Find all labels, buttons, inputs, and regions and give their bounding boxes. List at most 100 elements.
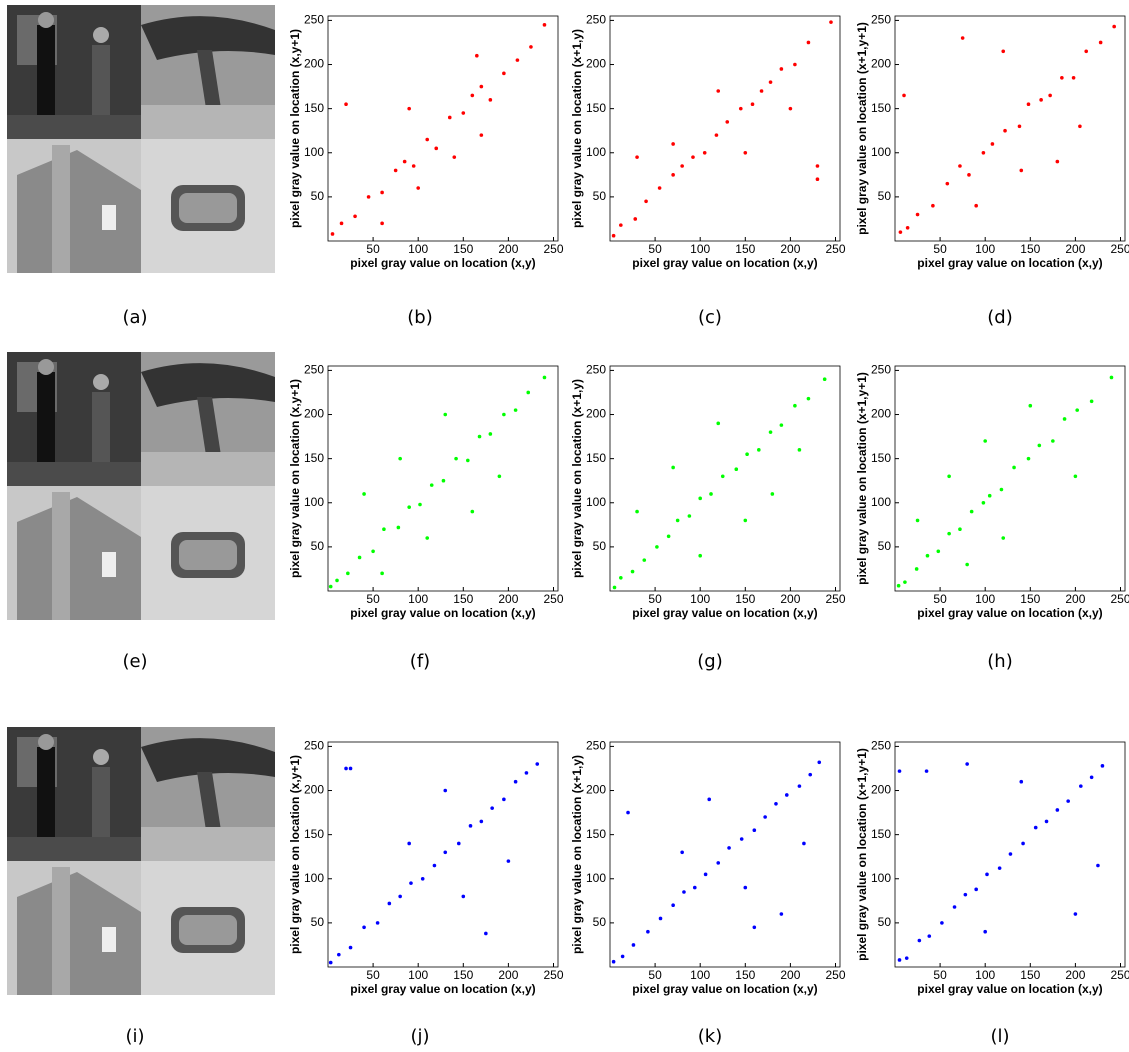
x-axis-label: pixel gray value on location (x,y) [632, 256, 817, 270]
point [829, 20, 833, 24]
x-tick-label: 100 [975, 242, 995, 256]
y-axis-label: pixel gray value on location (x,y+1) [288, 29, 302, 228]
point [963, 892, 968, 897]
point [502, 412, 506, 417]
y-tick-label: 50 [311, 539, 325, 553]
x-tick-label: 200 [498, 592, 518, 606]
point [411, 164, 416, 168]
y-tick-label: 100 [871, 145, 891, 159]
point [947, 474, 951, 479]
x-axis-label: pixel gray value on location (x,y) [350, 982, 535, 996]
x-tick-label: 200 [780, 242, 800, 256]
point [958, 164, 962, 168]
y-tick-label: 200 [871, 57, 891, 71]
x-tick-label: 250 [543, 592, 563, 606]
y-tick-label: 100 [586, 495, 606, 509]
y-axis-label: pixel gray value on location (x+1,y+1) [855, 22, 869, 235]
point [452, 155, 457, 159]
point [357, 555, 362, 560]
plot-area [327, 15, 559, 242]
point [344, 766, 348, 771]
point [698, 496, 702, 501]
point [529, 45, 533, 49]
x-tick-label: 150 [1020, 968, 1040, 982]
point [337, 952, 341, 957]
point [997, 866, 1002, 870]
point [768, 430, 773, 434]
point [362, 925, 366, 930]
point [671, 173, 675, 177]
panel-label: (b) [407, 307, 432, 328]
point [770, 492, 775, 496]
point [631, 943, 636, 947]
point [1078, 124, 1082, 129]
point [1026, 102, 1031, 107]
point [502, 797, 506, 802]
point [917, 938, 922, 943]
x-tick-label: 250 [1110, 242, 1129, 256]
point [1073, 474, 1078, 479]
y-tick-label: 50 [593, 915, 607, 929]
y-tick-label: 250 [871, 363, 891, 377]
y-tick-label: 100 [586, 145, 606, 159]
y-tick-label: 250 [304, 363, 324, 377]
point [535, 762, 540, 766]
point [927, 934, 932, 938]
point [779, 912, 784, 916]
point [759, 89, 764, 93]
point [477, 434, 482, 439]
point [974, 887, 978, 892]
point [817, 760, 822, 765]
x-tick-label: 250 [1110, 968, 1129, 982]
point [407, 106, 411, 111]
x-axis-label: pixel gray value on location (x,y) [350, 256, 535, 270]
y-tick-label: 50 [593, 539, 607, 553]
panel-label: (h) [987, 651, 1012, 672]
point [1060, 75, 1064, 80]
point [1037, 443, 1042, 448]
point [784, 793, 789, 797]
point [802, 841, 806, 846]
point [990, 142, 995, 146]
point [484, 931, 488, 936]
point [808, 772, 813, 777]
point [657, 186, 662, 190]
point [763, 815, 767, 819]
point [797, 448, 802, 452]
point [644, 199, 648, 204]
panel-label: (j) [410, 1026, 429, 1047]
point [952, 905, 957, 909]
point [671, 465, 675, 470]
point [981, 500, 986, 505]
point [396, 525, 401, 530]
point [443, 412, 448, 417]
x-tick-label: 50 [366, 968, 380, 982]
panel-label: (c) [698, 307, 722, 328]
point [896, 583, 901, 588]
x-tick-label: 100 [690, 592, 710, 606]
x-tick-label: 50 [648, 242, 662, 256]
point [456, 841, 461, 846]
point [630, 569, 635, 574]
point [905, 225, 910, 230]
y-tick-label: 100 [304, 495, 324, 509]
point [898, 230, 903, 234]
point [398, 894, 402, 899]
point [425, 536, 430, 540]
point [738, 106, 743, 111]
y-tick-label: 50 [878, 189, 892, 203]
point [1017, 124, 1022, 129]
point [398, 456, 402, 461]
panel-label: (k) [698, 1026, 722, 1047]
point [611, 233, 616, 238]
point [542, 23, 547, 27]
point [1039, 98, 1043, 102]
y-tick-label: 100 [304, 145, 324, 159]
panel-label: (l) [990, 1026, 1009, 1047]
point [983, 929, 987, 934]
point [611, 959, 616, 964]
point [691, 155, 695, 159]
point [1071, 75, 1076, 80]
point [380, 190, 384, 195]
y-tick-label: 150 [871, 451, 891, 465]
